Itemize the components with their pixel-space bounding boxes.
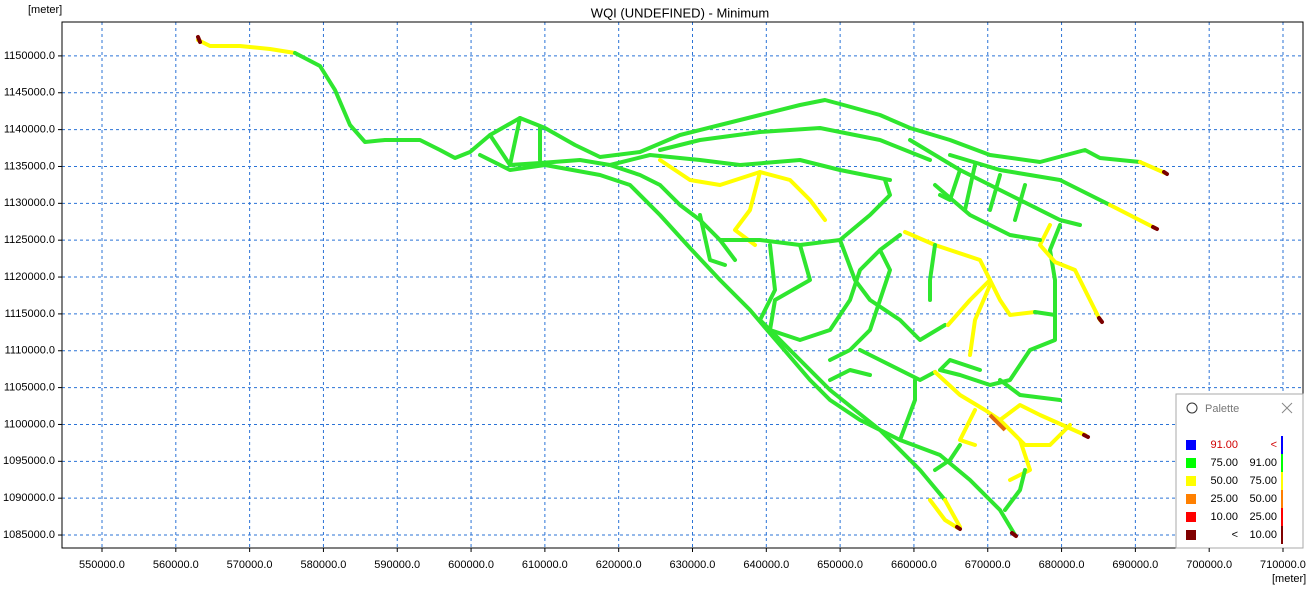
x-tick-label: 650000.0 xyxy=(817,559,863,571)
x-tick-label: 550000.0 xyxy=(79,559,125,571)
y-tick-label: 1085000.0 xyxy=(3,529,55,541)
x-tick-label: 700000.0 xyxy=(1186,559,1232,571)
y-tick-label: 1110000.0 xyxy=(5,345,55,357)
palette-low: < xyxy=(1232,529,1238,541)
plot-frame xyxy=(61,21,1304,549)
grid xyxy=(62,22,1303,548)
x-tick-label: 640000.0 xyxy=(743,559,789,571)
y-tick-label: 1135000.0 xyxy=(4,160,55,172)
palette-high: 10.00 xyxy=(1249,529,1277,541)
x-tick-label: 590000.0 xyxy=(374,559,420,571)
x-tick-label: 670000.0 xyxy=(965,559,1011,571)
y-unit: [meter] xyxy=(28,4,62,16)
y-tick-label: 1120000.0 xyxy=(4,271,55,283)
palette-low: 75.00 xyxy=(1210,457,1238,469)
y-tick-label: 1150000.0 xyxy=(4,50,55,62)
palette-swatch xyxy=(1186,530,1196,540)
y-tick-label: 1105000.0 xyxy=(4,382,55,394)
palette-low: 25.00 xyxy=(1210,493,1238,505)
palette-swatch xyxy=(1186,440,1196,450)
palette-low: 91.00 xyxy=(1210,439,1238,451)
x-tick-label: 680000.0 xyxy=(1039,559,1085,571)
x-tick-label: 630000.0 xyxy=(670,559,716,571)
palette-box xyxy=(1175,393,1304,549)
x-tick-label: 690000.0 xyxy=(1112,559,1158,571)
y-tick-label: 1095000.0 xyxy=(3,455,55,467)
palette-high: < xyxy=(1271,439,1277,451)
close-button[interactable] xyxy=(1281,402,1293,414)
palette-swatch xyxy=(1186,512,1196,522)
y-tick-label: 1130000.0 xyxy=(4,197,55,209)
x-tick-label: 570000.0 xyxy=(227,559,273,571)
palette-panel: Palette 91.00 <75.00 91.00 50.00 75.00 25.00 5… xyxy=(1175,393,1304,549)
palette-high: 91.00 xyxy=(1249,457,1277,469)
river-network xyxy=(196,35,1169,538)
y-tick-label: 1100000.0 xyxy=(4,418,55,430)
palette-high: 50.00 xyxy=(1249,493,1277,505)
y-tick-label: 1145000.0 xyxy=(4,87,55,99)
palette-low: 50.00 xyxy=(1210,475,1238,487)
x-tick-label: 620000.0 xyxy=(596,559,642,571)
palette-icon xyxy=(1186,402,1198,414)
palette-swatch xyxy=(1186,476,1196,486)
map-title: WQI (UNDEFINED) - Minimum xyxy=(591,5,769,20)
palette-title: Palette xyxy=(1205,403,1239,415)
palette-swatch xyxy=(1186,458,1196,468)
y-tick-label: 1140000.0 xyxy=(4,124,55,136)
x-tick-label: 580000.0 xyxy=(300,559,346,571)
x-tick-label: 710000.0 xyxy=(1260,559,1306,571)
x-tick-label: 610000.0 xyxy=(522,559,568,571)
x-tick-label: 660000.0 xyxy=(891,559,937,571)
y-tick-label: 1115000.0 xyxy=(5,308,55,320)
y-tick-label: 1125000.0 xyxy=(4,234,55,246)
palette-swatch xyxy=(1186,494,1196,504)
palette-high: 75.00 xyxy=(1249,475,1277,487)
x-unit: [meter] xyxy=(1272,573,1306,585)
x-tick-label: 560000.0 xyxy=(153,559,199,571)
palette-high: 25.00 xyxy=(1249,511,1277,523)
y-tick-label: 1090000.0 xyxy=(3,492,55,504)
palette-low: 10.00 xyxy=(1210,511,1238,523)
x-tick-label: 600000.0 xyxy=(448,559,494,571)
